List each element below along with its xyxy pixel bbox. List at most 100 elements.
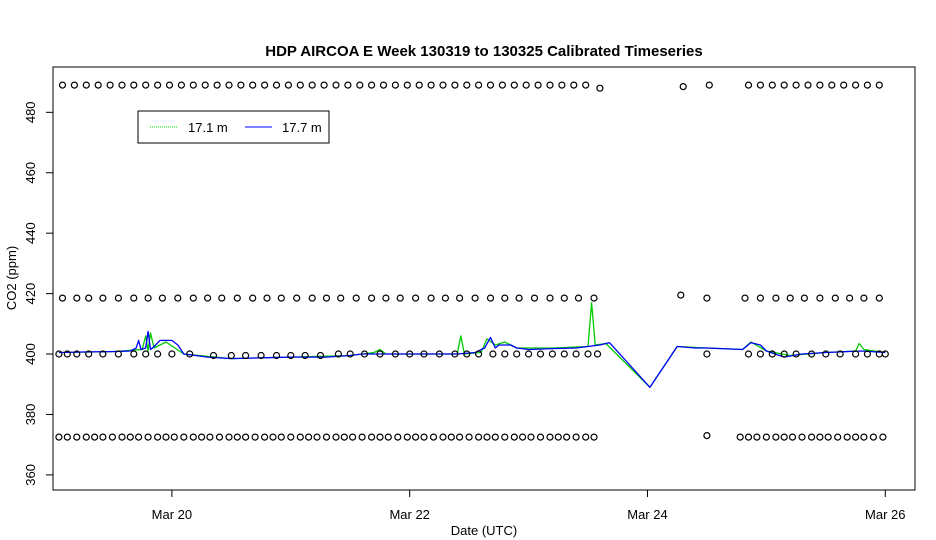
data-point <box>834 433 842 441</box>
data-point <box>249 294 257 302</box>
data-point <box>368 433 376 441</box>
data-point <box>403 433 411 441</box>
data-point <box>762 433 771 441</box>
data-point <box>368 294 376 302</box>
data-point <box>322 433 331 441</box>
data-point <box>792 81 800 89</box>
data-point <box>356 81 364 89</box>
data-point <box>201 81 209 89</box>
data-point <box>277 433 285 441</box>
data-point <box>106 81 114 89</box>
data-point <box>863 81 872 89</box>
y-axis: 360 380 400 420 440 460 480 <box>23 101 54 486</box>
data-point <box>486 81 495 89</box>
data-point <box>840 81 848 89</box>
data-point <box>703 432 711 440</box>
data-point <box>451 81 459 89</box>
data-point <box>63 433 71 441</box>
data-point <box>70 81 79 89</box>
legend-label-17-1m: 17.1 m <box>188 120 228 135</box>
x-tick-label: Mar 22 <box>389 507 429 522</box>
data-point <box>352 294 360 302</box>
data-point <box>337 294 345 302</box>
data-point <box>679 82 687 91</box>
data-point <box>233 294 241 302</box>
data-point <box>590 294 598 302</box>
data-point <box>277 294 285 302</box>
data-point <box>439 433 447 441</box>
data-point <box>786 294 794 302</box>
data-point <box>860 294 868 302</box>
data-point <box>85 350 93 358</box>
data-point <box>379 81 388 89</box>
data-point <box>536 350 545 358</box>
data-point <box>118 433 126 441</box>
data-point <box>736 433 744 441</box>
data-point <box>756 81 765 89</box>
data-point <box>875 81 883 89</box>
data-point <box>158 294 166 302</box>
data-point <box>816 81 824 89</box>
data-point <box>807 350 816 358</box>
data-point <box>879 433 887 441</box>
data-point <box>135 433 143 441</box>
data-point <box>73 294 81 302</box>
data-point <box>780 350 788 358</box>
data-point <box>456 294 464 302</box>
data-point <box>251 433 259 441</box>
data-point <box>313 433 321 441</box>
data-point <box>486 294 495 302</box>
data-point <box>99 294 107 302</box>
data-point <box>860 433 868 441</box>
x-axis: Mar 20 Mar 22 Mar 24 Mar 26 <box>152 489 906 522</box>
data-point <box>768 350 776 358</box>
data-point <box>463 350 471 358</box>
data-point <box>332 81 340 89</box>
data-point <box>154 433 162 441</box>
data-point <box>322 294 331 302</box>
data-point <box>510 81 518 89</box>
data-point <box>82 81 90 89</box>
data-point <box>435 350 443 358</box>
data-point <box>756 350 765 358</box>
plot-area <box>55 81 889 441</box>
data-point <box>272 81 281 89</box>
data-point <box>527 433 535 441</box>
legend: 17.1 m 17.7 m <box>137 110 330 144</box>
data-point <box>142 81 150 89</box>
data-point <box>349 433 357 441</box>
data-point <box>237 81 245 89</box>
x-tick-label: Mar 26 <box>865 507 905 522</box>
data-point <box>170 433 178 441</box>
data-point <box>316 351 325 360</box>
data-point <box>204 294 212 302</box>
data-point <box>198 433 206 441</box>
data-point <box>831 294 839 302</box>
data-point <box>403 81 411 89</box>
data-point <box>546 81 554 89</box>
data-point <box>412 433 420 441</box>
data-point <box>261 81 269 89</box>
data-point <box>515 294 523 302</box>
data-point <box>851 81 860 89</box>
data-point <box>142 350 150 358</box>
data-point <box>189 81 197 89</box>
data-point <box>518 433 527 441</box>
data-point <box>144 294 152 302</box>
data-point <box>215 433 224 441</box>
data-point <box>360 350 369 358</box>
data-point <box>242 433 250 441</box>
data-point <box>475 350 483 358</box>
data-point <box>99 350 107 358</box>
data-point <box>851 350 860 358</box>
data-point <box>420 350 428 358</box>
data-point <box>498 81 506 89</box>
data-point <box>501 350 509 358</box>
y-tick-label: 400 <box>23 343 38 365</box>
data-point <box>788 433 797 441</box>
data-point <box>382 294 390 302</box>
data-point <box>415 81 423 89</box>
data-point <box>233 433 241 441</box>
data-point <box>463 81 471 89</box>
